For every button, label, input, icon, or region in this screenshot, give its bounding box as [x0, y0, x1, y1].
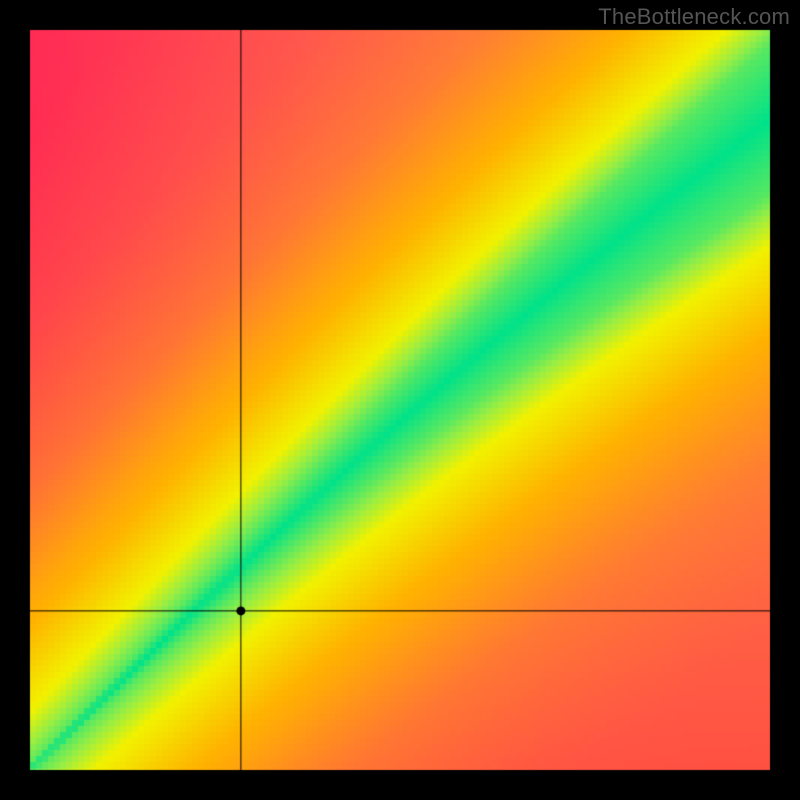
bottleneck-heatmap [0, 0, 800, 800]
watermark-text: TheBottleneck.com [598, 4, 790, 30]
chart-container: TheBottleneck.com [0, 0, 800, 800]
